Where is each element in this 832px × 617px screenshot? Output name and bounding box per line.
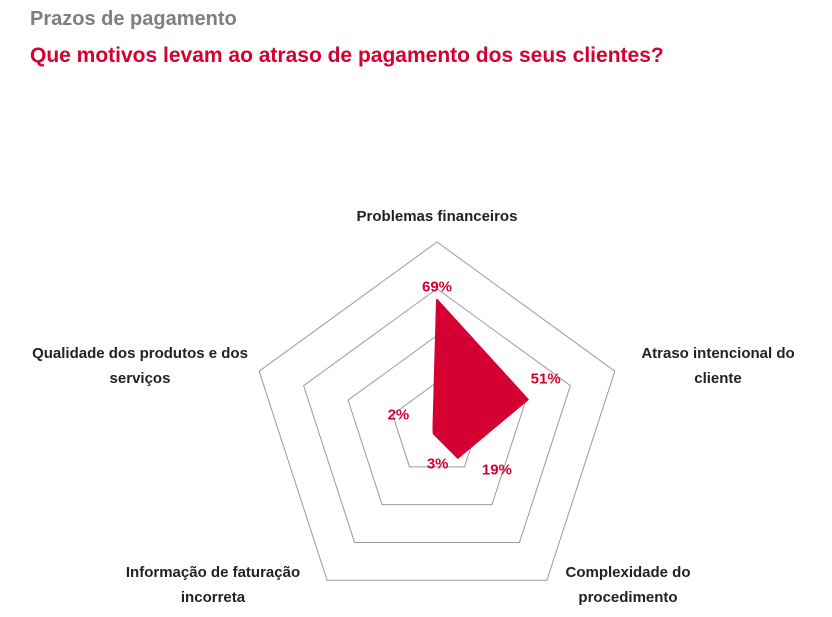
grid-ring — [303, 288, 571, 543]
grid-ring — [258, 241, 616, 581]
value-label: 2% — [387, 406, 410, 424]
axis-label: Complexidade do procedimento — [565, 564, 691, 606]
value-label: 19% — [481, 461, 512, 479]
value-label: 3% — [426, 455, 449, 473]
axis-label: Qualidade dos produtos e dos serviços — [32, 345, 248, 387]
axis-label: Problemas financeiros — [356, 208, 518, 225]
value-label: 69% — [421, 278, 453, 296]
axis-label: Informação de faturação incorreta — [125, 564, 301, 606]
chart-title: Prazos de pagamento — [30, 8, 237, 30]
axis-label: Atraso intencional do cliente — [641, 345, 795, 387]
chart-subtitle: Que motivos levam ao atraso de pagamento… — [30, 44, 664, 67]
data-area — [432, 298, 529, 459]
value-label: 51% — [530, 370, 561, 388]
